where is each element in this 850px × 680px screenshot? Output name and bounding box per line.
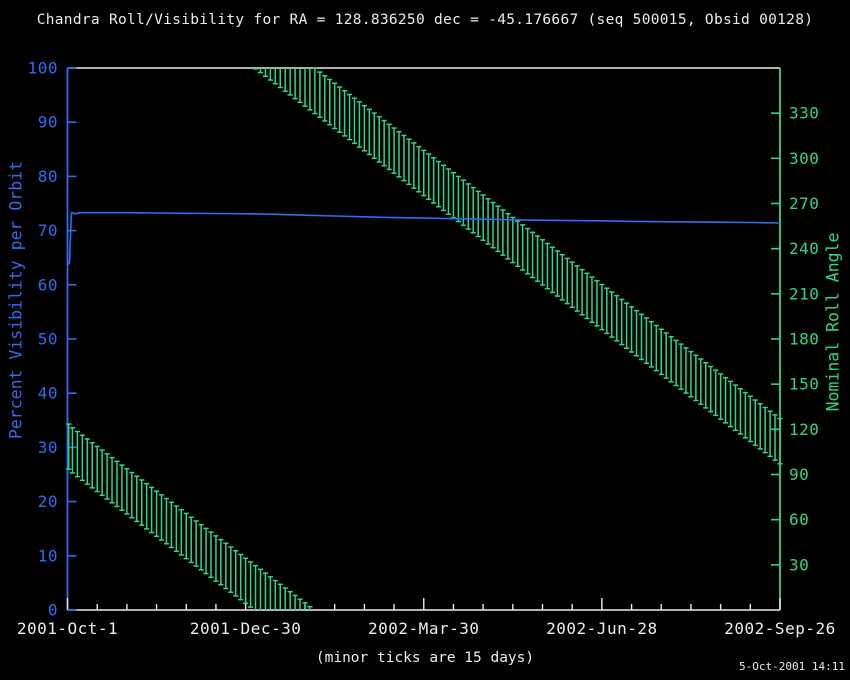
x-tick-label: 2002-Mar-30 — [368, 619, 479, 638]
generated-timestamp: 5-Oct-2001 14:11 — [739, 660, 845, 673]
right-axis-tick-label: 270 — [789, 194, 819, 213]
right-axis-tick-label: 30 — [789, 555, 809, 574]
page-title: Chandra Roll/Visibility for RA = 128.836… — [36, 12, 814, 28]
right-axis-tick-label: 210 — [789, 284, 819, 303]
left-axis-tick-label: 30 — [38, 438, 58, 457]
left-axis-tick-label: 100 — [28, 59, 58, 78]
left-axis-tick-label: 10 — [38, 546, 58, 565]
x-tick-label: 2002-Jun-28 — [546, 619, 657, 638]
right-axis-tick-label: 300 — [789, 149, 819, 168]
right-axis-tick-label: 60 — [789, 510, 809, 529]
right-axis-tick-label: 150 — [789, 375, 819, 394]
x-axis-note: (minor ticks are 15 days) — [315, 650, 535, 666]
left-axis-tick-label: 80 — [38, 167, 58, 186]
right-axis-tick-label: 120 — [789, 420, 819, 439]
visibility-line — [67, 211, 781, 266]
x-tick-label: 2001-Oct-1 — [17, 619, 118, 638]
left-axis-tick-label: 60 — [38, 275, 58, 294]
left-axis-tick-label: 0 — [48, 601, 58, 620]
right-axis-tick-label: 90 — [789, 465, 809, 484]
left-axis-tick-label: 40 — [38, 384, 58, 403]
x-tick-label: 2002-Sep-26 — [724, 619, 835, 638]
left-axis-tick-label: 20 — [38, 492, 58, 511]
left-axis-tick-label: 70 — [38, 221, 58, 240]
x-tick-label: 2001-Dec-30 — [190, 619, 301, 638]
left-axis-tick-label: 50 — [38, 330, 58, 349]
right-axis-tick-label: 180 — [789, 330, 819, 349]
right-axis-tick-label: 330 — [789, 104, 819, 123]
left-axis-tick-label: 90 — [38, 113, 58, 132]
right-axis-tick-label: 240 — [789, 239, 819, 258]
